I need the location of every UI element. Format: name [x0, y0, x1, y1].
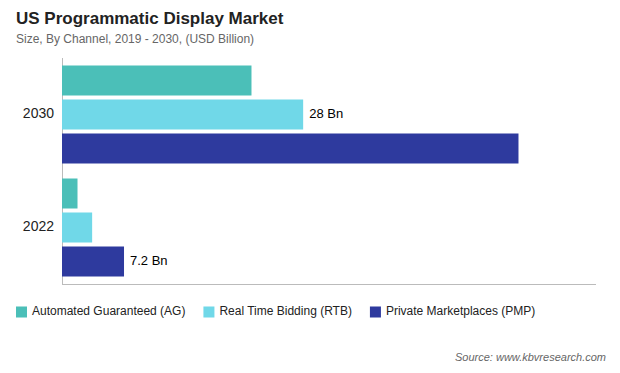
- annotation: 7.2 Bn: [130, 253, 168, 268]
- legend-label: Real Time Bidding (RTB): [219, 304, 352, 318]
- chart: US Programmatic Display Market Size, By C…: [0, 0, 620, 373]
- source: Source: www.kbvresearch.com: [455, 351, 606, 363]
- subtitle: Size, By Channel, 2019 - 2030, (USD Bill…: [16, 32, 254, 46]
- bar: [62, 179, 78, 209]
- legend-label: Automated Guaranteed (AG): [32, 304, 185, 318]
- bar: [62, 134, 518, 164]
- legend: Automated Guaranteed (AG) Real Time Biddi…: [16, 304, 535, 318]
- legend-swatch: [203, 307, 214, 318]
- bars: [62, 66, 518, 277]
- annotation: 28 Bn: [309, 106, 343, 121]
- legend-swatch: [16, 307, 27, 318]
- x-axis-line: [62, 284, 596, 285]
- bar: [62, 247, 124, 277]
- bar: [62, 100, 303, 130]
- legend-label: Private Marketplaces (PMP): [386, 304, 535, 318]
- y-tick-label: 2030: [23, 105, 54, 121]
- legend-swatch: [370, 307, 381, 318]
- bar: [62, 66, 251, 96]
- title: US Programmatic Display Market: [16, 9, 284, 28]
- y-tick-label: 2022: [23, 218, 54, 234]
- bar: [62, 213, 92, 243]
